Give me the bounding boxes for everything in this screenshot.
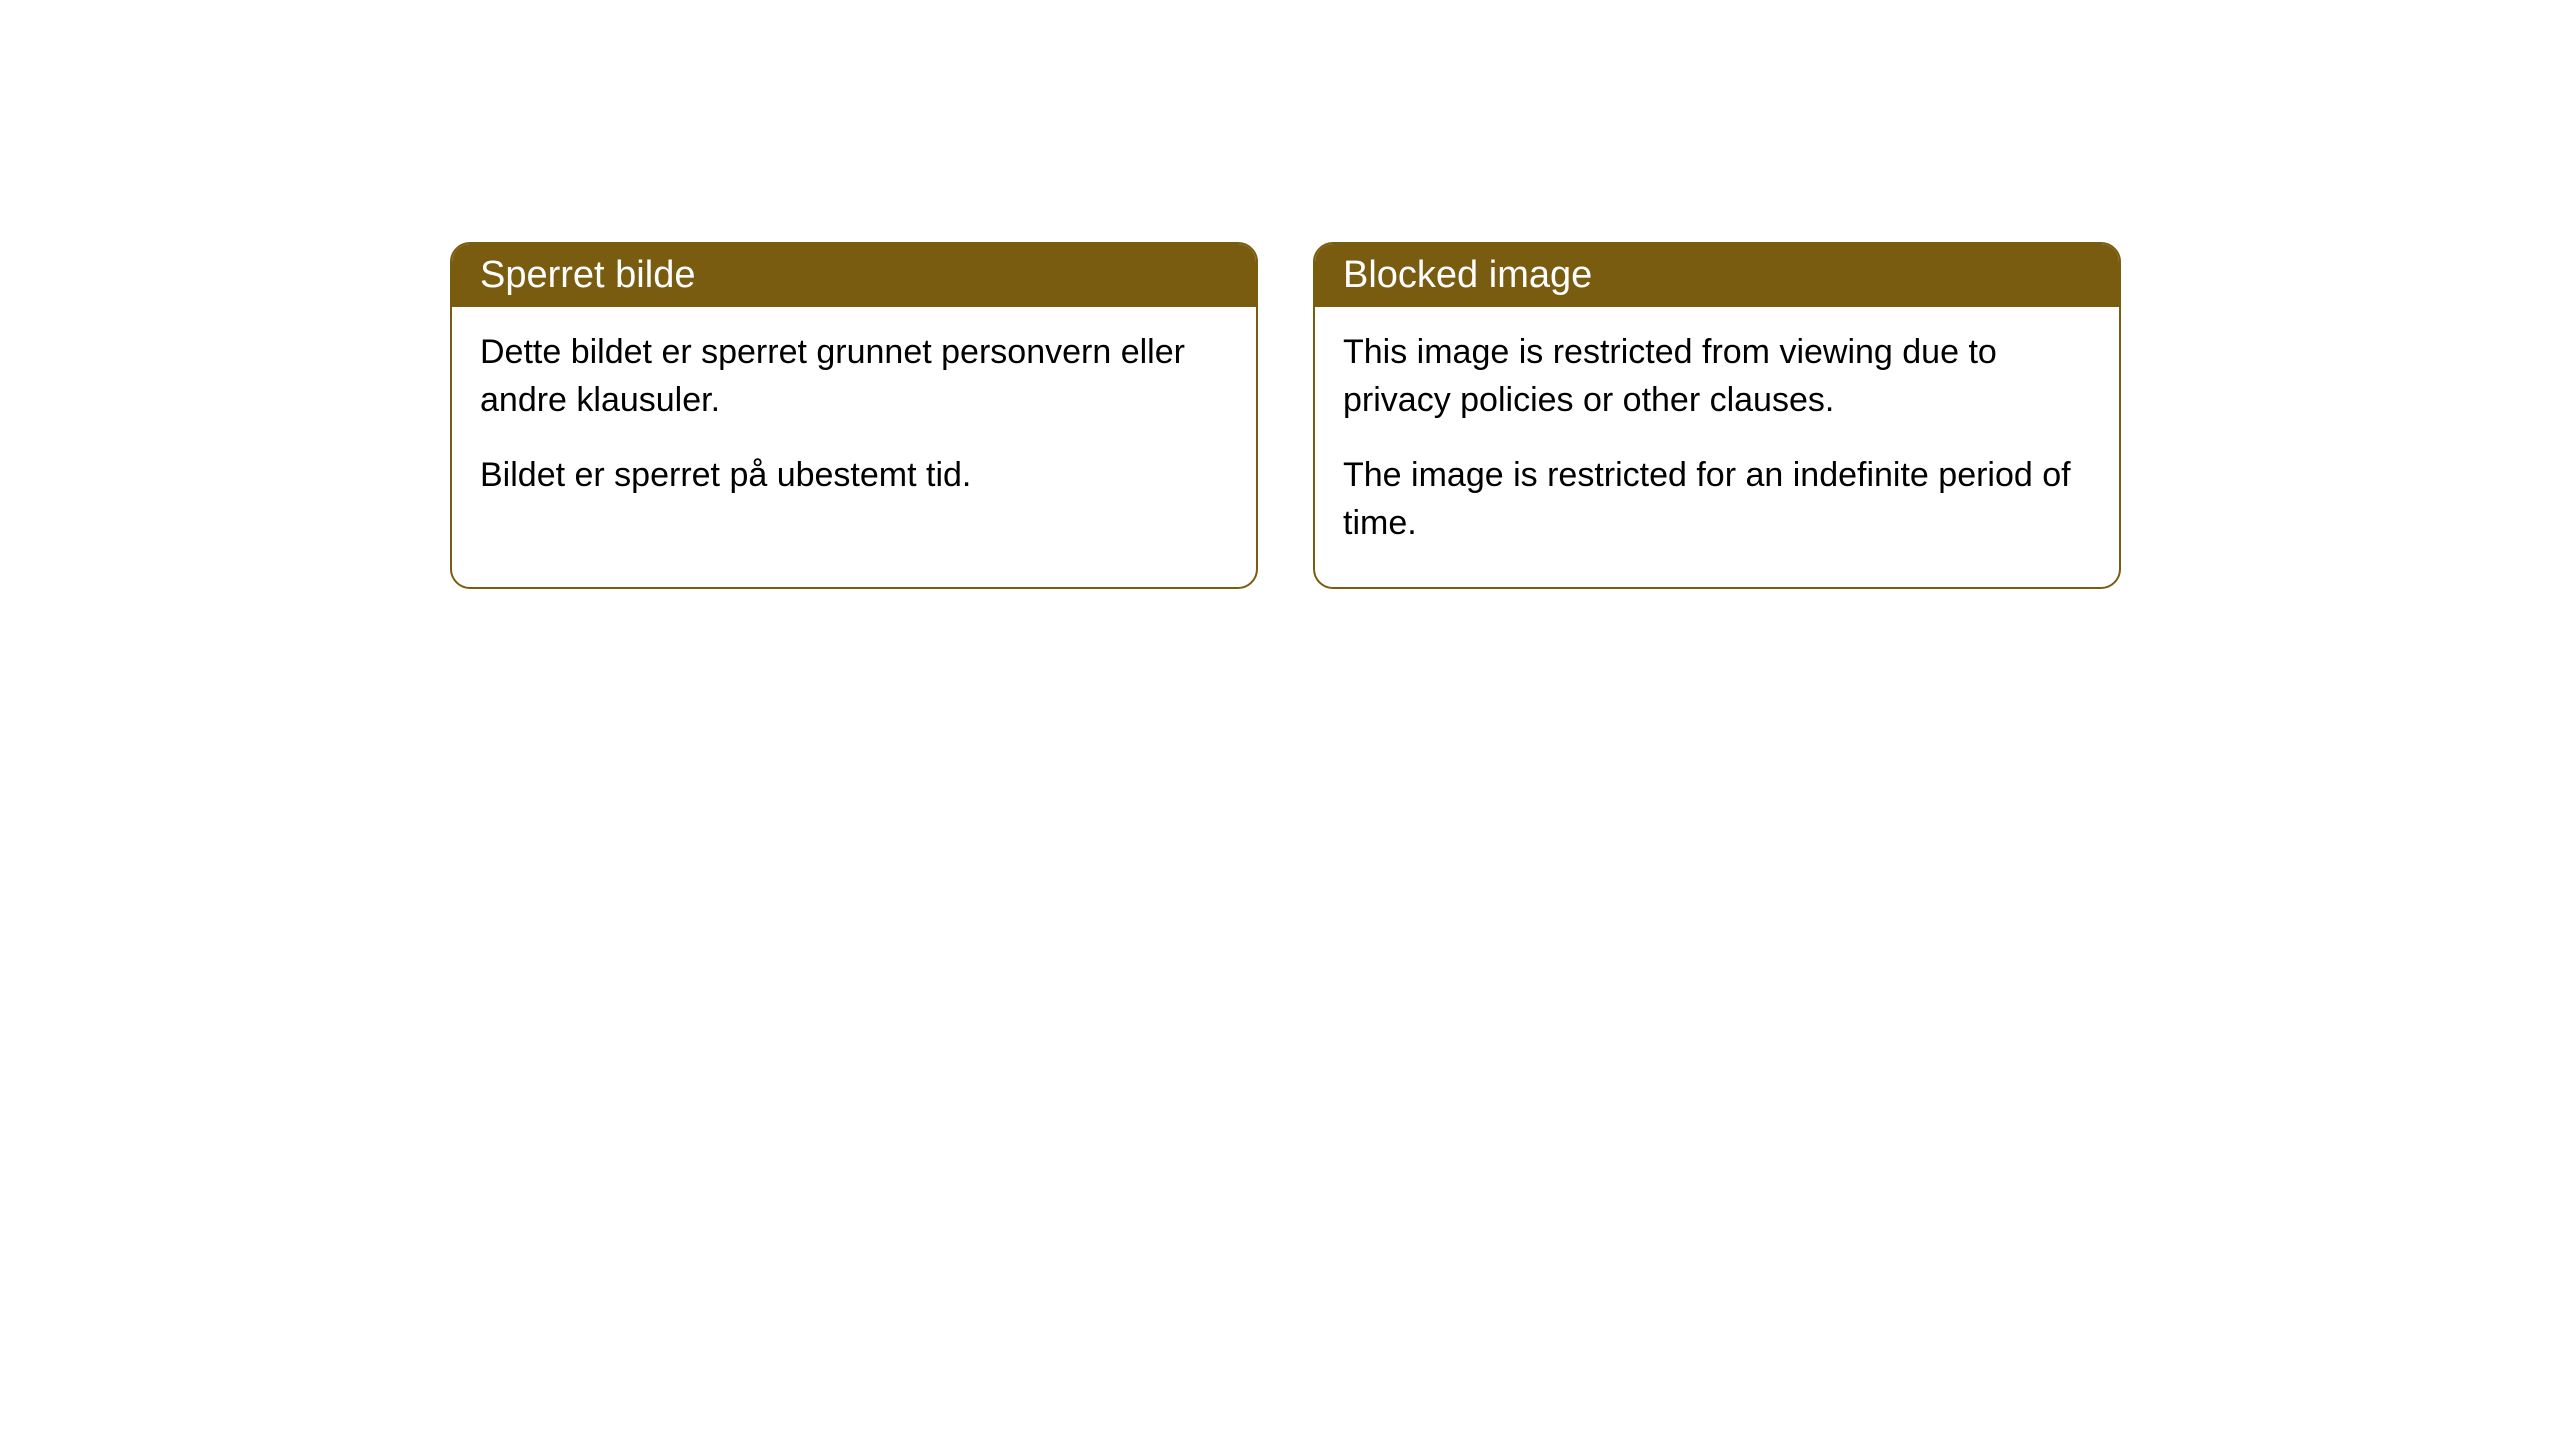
- card-paragraph: The image is restricted for an indefinit…: [1343, 452, 2091, 547]
- card-paragraph: This image is restricted from viewing du…: [1343, 329, 2091, 424]
- card-paragraph: Bildet er sperret på ubestemt tid.: [480, 452, 1228, 500]
- notice-card-norwegian: Sperret bilde Dette bildet er sperret gr…: [450, 242, 1258, 589]
- card-paragraph: Dette bildet er sperret grunnet personve…: [480, 329, 1228, 424]
- notice-cards-container: Sperret bilde Dette bildet er sperret gr…: [450, 242, 2121, 589]
- notice-card-english: Blocked image This image is restricted f…: [1313, 242, 2121, 589]
- card-header-english: Blocked image: [1315, 244, 2119, 307]
- card-title: Blocked image: [1343, 254, 1592, 296]
- card-body-english: This image is restricted from viewing du…: [1315, 307, 2119, 587]
- card-header-norwegian: Sperret bilde: [452, 244, 1256, 307]
- card-body-norwegian: Dette bildet er sperret grunnet personve…: [452, 307, 1256, 540]
- card-title: Sperret bilde: [480, 254, 695, 296]
